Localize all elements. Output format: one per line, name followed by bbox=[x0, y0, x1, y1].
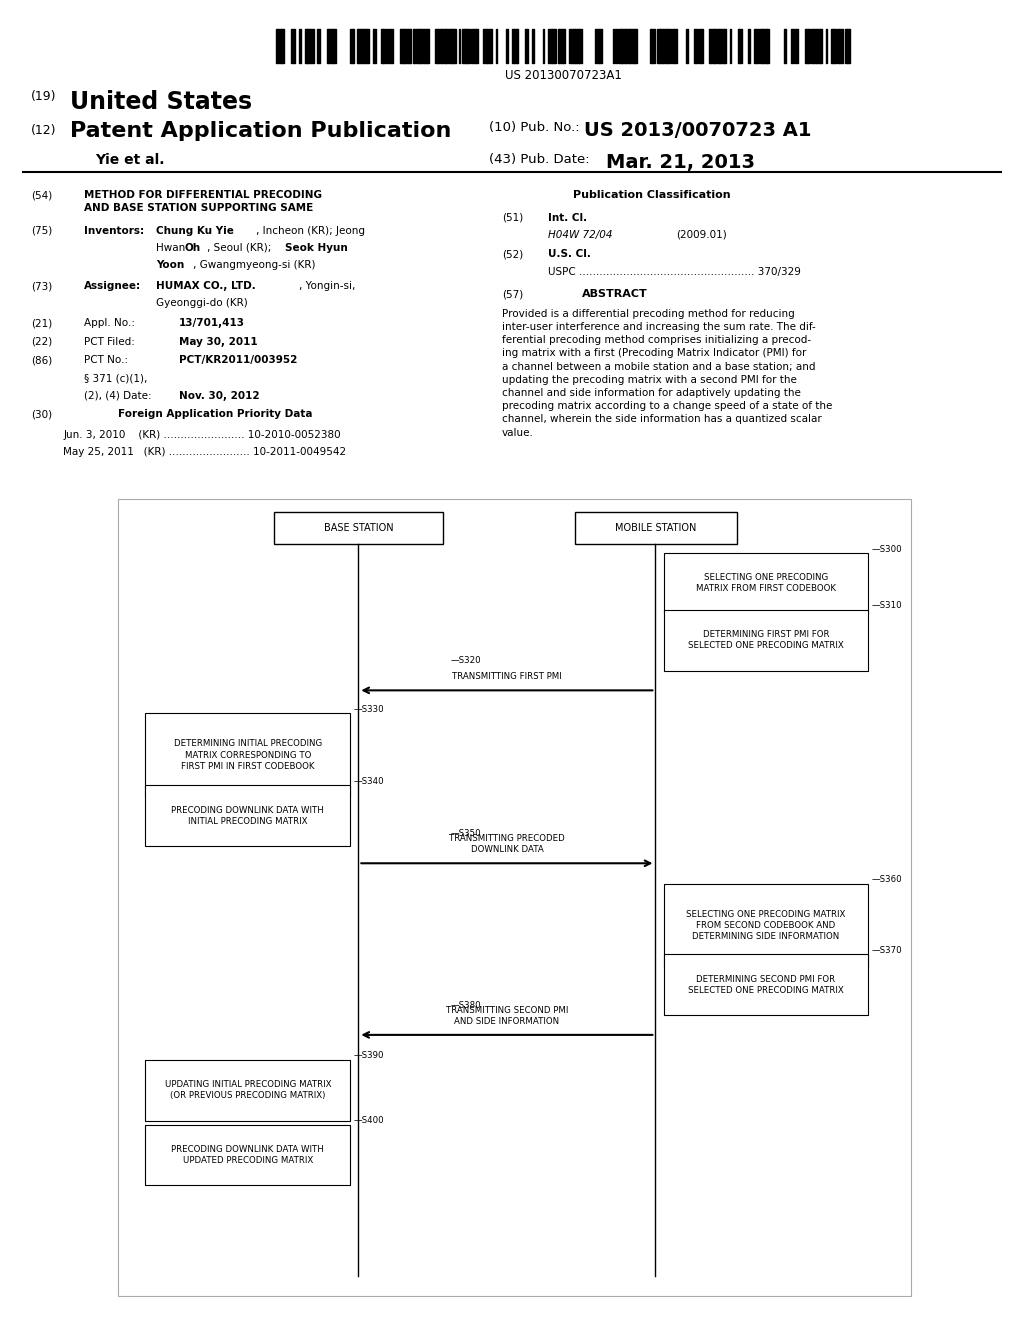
Text: , Incheon (KR); Jeong: , Incheon (KR); Jeong bbox=[256, 226, 365, 236]
Bar bbox=[664, 610, 868, 671]
Text: (54): (54) bbox=[31, 190, 52, 201]
Text: (73): (73) bbox=[31, 281, 52, 292]
Text: (86): (86) bbox=[31, 355, 52, 366]
Text: —S370: —S370 bbox=[871, 946, 902, 954]
Text: PCT Filed:: PCT Filed: bbox=[84, 337, 135, 347]
Text: —S360: —S360 bbox=[871, 875, 902, 884]
Text: PRECODING DOWNLINK DATA WITH
UPDATED PRECODING MATRIX: PRECODING DOWNLINK DATA WITH UPDATED PRE… bbox=[171, 1144, 325, 1166]
Text: HUMAX CO., LTD.: HUMAX CO., LTD. bbox=[156, 281, 255, 292]
Text: SELECTING ONE PRECODING
MATRIX FROM FIRST CODEBOOK: SELECTING ONE PRECODING MATRIX FROM FIRS… bbox=[696, 573, 836, 594]
Text: (10) Pub. No.:: (10) Pub. No.: bbox=[489, 121, 581, 135]
Text: —S340: —S340 bbox=[353, 777, 384, 785]
Text: DETERMINING SECOND PMI FOR
SELECTED ONE PRECODING MATRIX: DETERMINING SECOND PMI FOR SELECTED ONE … bbox=[688, 974, 844, 995]
Text: 13/701,413: 13/701,413 bbox=[179, 318, 245, 329]
Text: UPDATING INITIAL PRECODING MATRIX
(OR PREVIOUS PRECODING MATRIX): UPDATING INITIAL PRECODING MATRIX (OR PR… bbox=[165, 1080, 331, 1101]
Bar bbox=[664, 884, 868, 966]
Text: Inventors:: Inventors: bbox=[84, 226, 144, 236]
Bar bbox=[118, 499, 911, 1296]
Text: —S380: —S380 bbox=[451, 1001, 481, 1010]
Text: H04W 72/04: H04W 72/04 bbox=[548, 230, 612, 240]
Text: —S350: —S350 bbox=[451, 829, 481, 838]
Bar bbox=[145, 785, 350, 846]
Text: Nov. 30, 2012: Nov. 30, 2012 bbox=[179, 391, 260, 401]
Text: (43) Pub. Date:: (43) Pub. Date: bbox=[489, 153, 590, 166]
Bar bbox=[664, 954, 868, 1015]
Text: TRANSMITTING SECOND PMI
AND SIDE INFORMATION: TRANSMITTING SECOND PMI AND SIDE INFORMA… bbox=[445, 1006, 568, 1026]
Text: May 30, 2011: May 30, 2011 bbox=[179, 337, 258, 347]
Text: ABSTRACT: ABSTRACT bbox=[582, 289, 647, 300]
Text: United States: United States bbox=[70, 90, 252, 114]
Text: Publication Classification: Publication Classification bbox=[573, 190, 731, 201]
Text: (57): (57) bbox=[502, 289, 523, 300]
Text: PCT No.:: PCT No.: bbox=[84, 355, 128, 366]
Text: U.S. Cl.: U.S. Cl. bbox=[548, 249, 591, 260]
Text: Hwan: Hwan bbox=[156, 243, 188, 253]
Text: DETERMINING FIRST PMI FOR
SELECTED ONE PRECODING MATRIX: DETERMINING FIRST PMI FOR SELECTED ONE P… bbox=[688, 630, 844, 651]
Text: (2009.01): (2009.01) bbox=[676, 230, 727, 240]
Text: (21): (21) bbox=[31, 318, 52, 329]
Text: (19): (19) bbox=[31, 90, 56, 103]
Text: Appl. No.:: Appl. No.: bbox=[84, 318, 135, 329]
Bar bbox=[274, 512, 443, 544]
Text: TRANSMITTING FIRST PMI: TRANSMITTING FIRST PMI bbox=[452, 672, 562, 681]
Text: —S330: —S330 bbox=[353, 705, 384, 714]
Text: US 20130070723A1: US 20130070723A1 bbox=[505, 69, 622, 82]
Text: Jun. 3, 2010    (KR) ........................ 10-2010-0052380: Jun. 3, 2010 (KR) ......................… bbox=[63, 430, 341, 441]
Bar bbox=[145, 713, 350, 796]
Bar bbox=[664, 553, 868, 614]
Text: (12): (12) bbox=[31, 124, 56, 137]
Text: (22): (22) bbox=[31, 337, 52, 347]
Text: USPC .................................................... 370/329: USPC ...................................… bbox=[548, 267, 801, 277]
Text: —S400: —S400 bbox=[353, 1117, 384, 1125]
Text: Yoon: Yoon bbox=[156, 260, 184, 271]
Text: (2), (4) Date:: (2), (4) Date: bbox=[84, 391, 152, 401]
Text: US 2013/0070723 A1: US 2013/0070723 A1 bbox=[584, 121, 811, 140]
Text: Mar. 21, 2013: Mar. 21, 2013 bbox=[606, 153, 756, 172]
Text: —S320: —S320 bbox=[451, 656, 481, 665]
Text: SELECTING ONE PRECODING MATRIX
FROM SECOND CODEBOOK AND
DETERMINING SIDE INFORMA: SELECTING ONE PRECODING MATRIX FROM SECO… bbox=[686, 909, 846, 941]
Text: BASE STATION: BASE STATION bbox=[324, 523, 393, 533]
Text: Yie et al.: Yie et al. bbox=[95, 153, 165, 168]
Text: Int. Cl.: Int. Cl. bbox=[548, 213, 587, 223]
Text: (30): (30) bbox=[31, 409, 52, 420]
Bar bbox=[145, 1060, 350, 1121]
Text: (75): (75) bbox=[31, 226, 52, 236]
Text: Gyeonggi-do (KR): Gyeonggi-do (KR) bbox=[156, 298, 248, 309]
Text: Oh: Oh bbox=[184, 243, 201, 253]
Text: § 371 (c)(1),: § 371 (c)(1), bbox=[84, 374, 147, 384]
Bar bbox=[145, 1125, 350, 1185]
Text: Chung Ku Yie: Chung Ku Yie bbox=[156, 226, 233, 236]
Text: Seok Hyun: Seok Hyun bbox=[285, 243, 347, 253]
Text: May 25, 2011   (KR) ........................ 10-2011-0049542: May 25, 2011 (KR) ......................… bbox=[63, 447, 346, 458]
Text: DETERMINING INITIAL PRECODING
MATRIX CORRESPONDING TO
FIRST PMI IN FIRST CODEBOO: DETERMINING INITIAL PRECODING MATRIX COR… bbox=[174, 739, 322, 771]
Text: METHOD FOR DIFFERENTIAL PRECODING
AND BASE STATION SUPPORTING SAME: METHOD FOR DIFFERENTIAL PRECODING AND BA… bbox=[84, 190, 322, 214]
Text: —S390: —S390 bbox=[353, 1052, 384, 1060]
Text: Assignee:: Assignee: bbox=[84, 281, 141, 292]
Text: (51): (51) bbox=[502, 213, 523, 223]
Text: TRANSMITTING PRECODED
DOWNLINK DATA: TRANSMITTING PRECODED DOWNLINK DATA bbox=[449, 834, 565, 854]
Bar bbox=[575, 512, 737, 544]
Text: PRECODING DOWNLINK DATA WITH
INITIAL PRECODING MATRIX: PRECODING DOWNLINK DATA WITH INITIAL PRE… bbox=[171, 805, 325, 826]
Text: —S300: —S300 bbox=[871, 545, 902, 553]
Text: PCT/KR2011/003952: PCT/KR2011/003952 bbox=[179, 355, 298, 366]
Text: Foreign Application Priority Data: Foreign Application Priority Data bbox=[118, 409, 312, 420]
Text: Patent Application Publication: Patent Application Publication bbox=[70, 121, 451, 141]
Text: (52): (52) bbox=[502, 249, 523, 260]
Text: Provided is a differential precoding method for reducing
inter-user interference: Provided is a differential precoding met… bbox=[502, 309, 833, 438]
Text: —S310: —S310 bbox=[871, 602, 902, 610]
Text: , Seoul (KR);: , Seoul (KR); bbox=[207, 243, 274, 253]
Text: MOBILE STATION: MOBILE STATION bbox=[614, 523, 696, 533]
Text: , Yongin-si,: , Yongin-si, bbox=[299, 281, 355, 292]
Text: , Gwangmyeong-si (KR): , Gwangmyeong-si (KR) bbox=[193, 260, 315, 271]
